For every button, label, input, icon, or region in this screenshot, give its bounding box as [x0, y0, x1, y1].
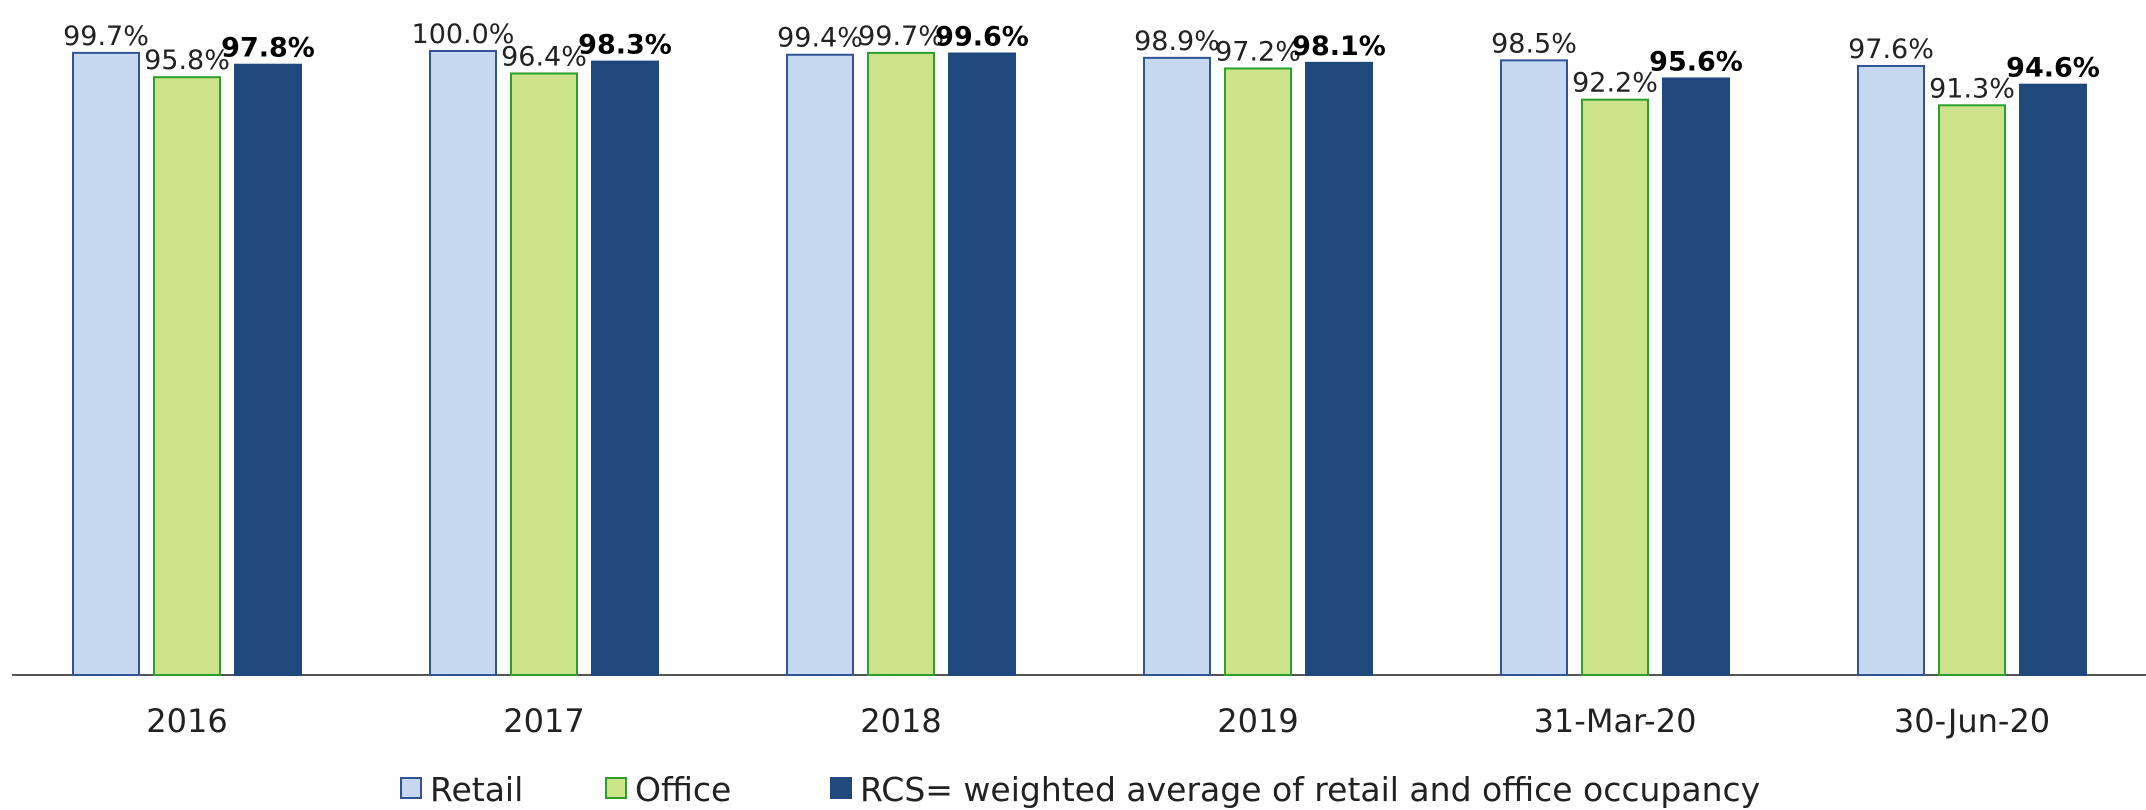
- data-label: 97.8%: [221, 33, 315, 64]
- bar: [1581, 98, 1649, 676]
- data-label: 94.6%: [2006, 53, 2100, 84]
- legend-swatch: [830, 777, 852, 799]
- data-label: 99.6%: [935, 21, 1029, 52]
- x-tick-label: 2016: [146, 702, 227, 740]
- data-label: 98.1%: [1292, 31, 1386, 62]
- data-label: 95.8%: [144, 45, 230, 76]
- legend-label: Retail: [430, 770, 523, 809]
- data-label: 97.6%: [1848, 34, 1934, 65]
- bar: [1224, 67, 1292, 677]
- data-label: 97.2%: [1215, 36, 1301, 67]
- legend-swatch: [605, 777, 627, 799]
- bar: [429, 50, 497, 676]
- bar: [153, 76, 221, 676]
- bar: [591, 60, 659, 677]
- x-tick-label: 2017: [503, 702, 584, 740]
- x-tick-label: 31-Mar-20: [1534, 702, 1697, 740]
- data-label: 98.3%: [578, 30, 672, 61]
- legend-label: RCS= weighted average of retail and offi…: [860, 770, 1760, 809]
- bar: [786, 53, 854, 676]
- data-label: 99.7%: [63, 21, 149, 52]
- x-tick-label: 2019: [1217, 702, 1298, 740]
- x-tick-label: 2018: [860, 702, 941, 740]
- bar: [1305, 61, 1373, 676]
- bar: [2019, 83, 2087, 677]
- legend-label: Office: [635, 770, 731, 809]
- data-label: 91.3%: [1929, 73, 2015, 104]
- data-label: 99.4%: [777, 23, 863, 54]
- data-label: 98.5%: [1491, 28, 1577, 59]
- bar: [867, 51, 935, 676]
- bar: [1500, 59, 1568, 677]
- data-label: 92.2%: [1572, 68, 1658, 99]
- data-label: 100.0%: [412, 19, 515, 50]
- data-label: 96.4%: [501, 41, 587, 72]
- data-label: 95.6%: [1649, 46, 1743, 77]
- bar: [510, 72, 578, 677]
- legend-swatch: [400, 777, 422, 799]
- bar: [1857, 64, 1925, 676]
- bar: [1938, 104, 2006, 676]
- bar: [1143, 56, 1211, 676]
- data-label: 99.7%: [858, 21, 944, 52]
- x-tick-label: 30-Jun-20: [1894, 702, 2050, 740]
- bar: [948, 52, 1016, 677]
- bar: [1662, 77, 1730, 677]
- data-label: 98.9%: [1134, 26, 1220, 57]
- bar: [234, 63, 302, 676]
- bar: [72, 51, 140, 676]
